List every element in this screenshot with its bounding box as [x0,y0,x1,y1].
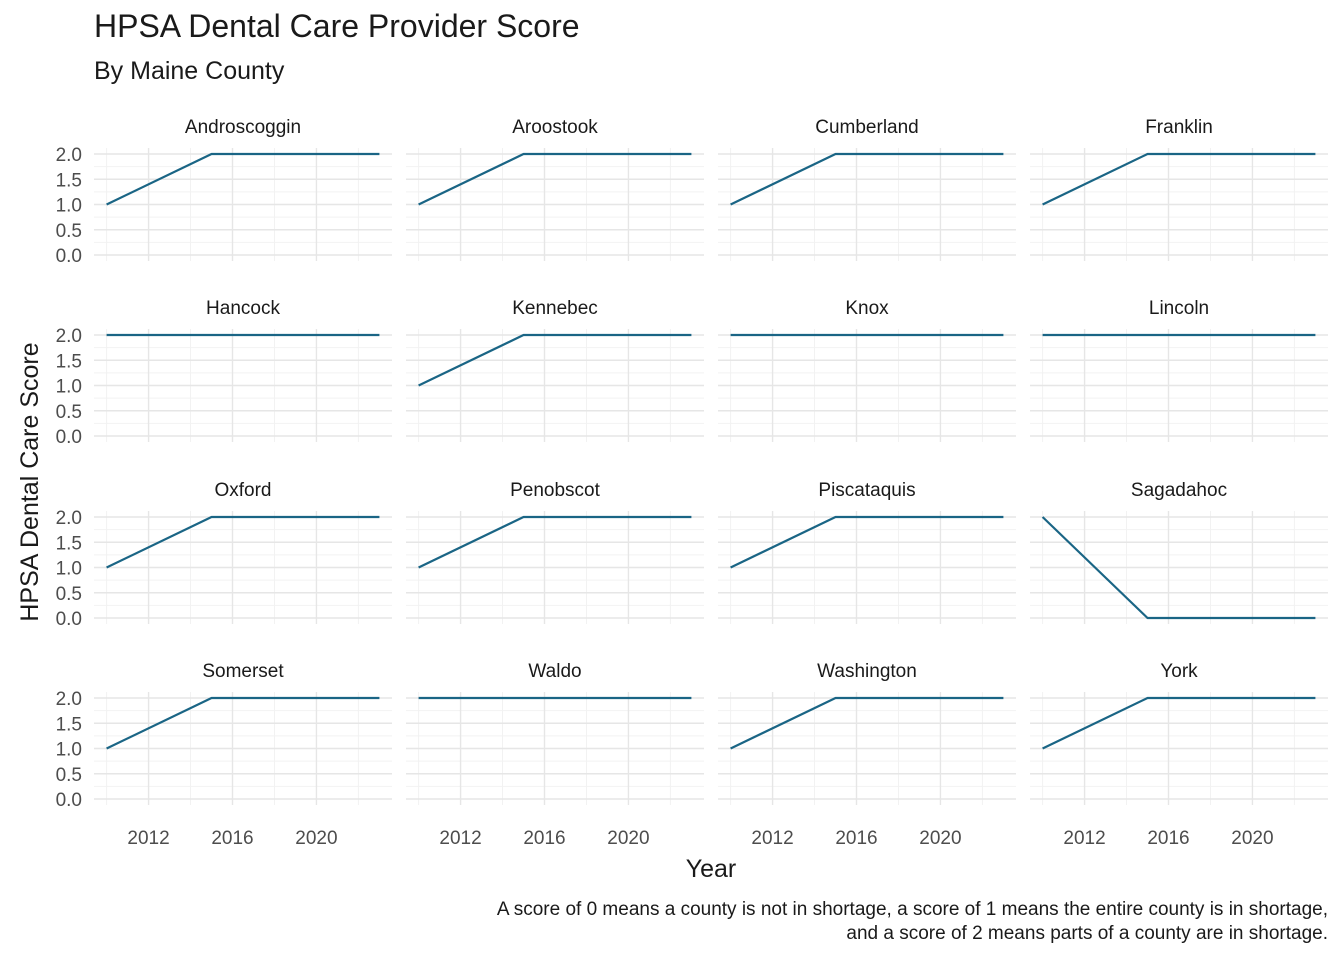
facet-label: Lincoln [1149,298,1209,319]
x-tick-label: 2016 [211,828,253,849]
facet-label: Piscataquis [818,480,915,501]
facet-panel-cumberland: Cumberland [718,117,1016,261]
facet-panel-york: York 2012 2016 2020 [1030,661,1328,849]
series-line [1042,696,1316,750]
facet-panel-oxford: Oxford 0.0 0.5 1.0 1.5 2.0 [56,480,392,630]
y-tick-label: 0.5 [56,402,82,423]
y-tick-label: 0.0 [56,246,82,267]
x-tick-label: 2012 [127,828,169,849]
facet-panel-piscataquis: Piscataquis [718,480,1016,624]
y-tick-label: 1.5 [56,170,82,191]
facet-label: Aroostook [512,117,598,138]
facet-panel-franklin: Franklin [1030,117,1328,261]
facet-panel-androscoggin: Androscoggin 0.0 0.5 1.0 1.5 2.0 [56,117,392,267]
y-tick-label: 2.0 [56,326,82,347]
y-tick-label: 1.0 [56,377,82,398]
y-tick-label: 1.5 [56,533,82,554]
facet-panel-knox: Knox [718,298,1016,442]
facet-panel-aroostook: Aroostook [406,117,704,261]
chart-title: HPSA Dental Care Provider Score [94,8,580,44]
facet-panel-sagadahoc: Sagadahoc [1030,480,1328,624]
y-tick-label: 0.5 [56,765,82,786]
series-line [106,696,380,750]
facet-label: Oxford [214,480,271,501]
y-tick-label: 1.0 [56,196,82,217]
x-tick-label: 2020 [1231,828,1273,849]
facet-panel-lincoln: Lincoln [1030,298,1328,442]
y-tick-label: 1.5 [56,714,82,735]
series-line [1041,516,1316,620]
facet-label: Penobscot [510,480,601,501]
y-tick-label: 0.5 [56,221,82,242]
series-line [730,515,1004,569]
series-line [730,696,1004,750]
facet-label: Franklin [1145,117,1213,138]
facet-panel-kennebec: Kennebec [406,298,704,442]
series-line [418,515,692,569]
series-line [730,152,1004,206]
x-tick-label: 2012 [751,828,793,849]
facet-label: Waldo [528,661,581,682]
y-tick-label: 0.0 [56,427,82,448]
y-tick-label: 2.0 [56,508,82,529]
caption-line-1: A score of 0 means a county is not in sh… [496,899,1328,920]
facet-panel-penobscot: Penobscot [406,480,704,624]
x-tick-label: 2016 [1147,828,1189,849]
y-tick-label: 0.5 [56,584,82,605]
caption-line-2: and a score of 2 means parts of a county… [846,923,1328,944]
y-tick-label: 0.0 [56,609,82,630]
facet-panel-hancock: Hancock 0.0 0.5 1.0 1.5 2.0 [56,298,392,448]
x-axis-title: Year [686,855,737,883]
series-line [418,152,692,206]
facet-label: Somerset [202,661,284,682]
y-tick-label: 0.0 [56,790,82,811]
facet-panel-waldo: Waldo 2012 2016 2020 [406,661,704,849]
y-tick-label: 1.0 [56,740,82,761]
facet-label: Androscoggin [185,117,301,138]
x-tick-label: 2012 [439,828,481,849]
y-tick-label: 2.0 [56,145,82,166]
series-line [418,333,692,387]
x-tick-label: 2016 [835,828,877,849]
facet-panel-somerset: Somerset 0.0 0.5 1.0 1.5 2.0 2012 2016 2020 [56,661,392,849]
chart-subtitle: By Maine County [94,57,285,85]
y-tick-label: 1.5 [56,351,82,372]
facet-label: Hancock [206,298,280,319]
chart-caption: A score of 0 means a county is not in sh… [497,898,1328,946]
facet-label: Kennebec [512,298,598,319]
facet-label: York [1160,661,1198,682]
x-tick-label: 2020 [919,828,961,849]
x-tick-label: 2016 [523,828,565,849]
y-tick-label: 1.0 [56,559,82,580]
facet-panel-washington: Washington 2012 2016 2020 [718,661,1016,849]
facet-label: Sagadahoc [1131,480,1227,501]
x-tick-label: 2012 [1063,828,1105,849]
facet-label: Washington [817,661,917,682]
series-line [106,152,380,206]
series-line [106,515,380,569]
series-line [1042,152,1316,206]
y-tick-label: 2.0 [56,689,82,710]
x-tick-label: 2020 [607,828,649,849]
facet-label: Knox [845,298,889,319]
y-axis-title: HPSA Dental Care Score [16,342,44,621]
facet-label: Cumberland [815,117,919,138]
x-tick-label: 2020 [295,828,337,849]
